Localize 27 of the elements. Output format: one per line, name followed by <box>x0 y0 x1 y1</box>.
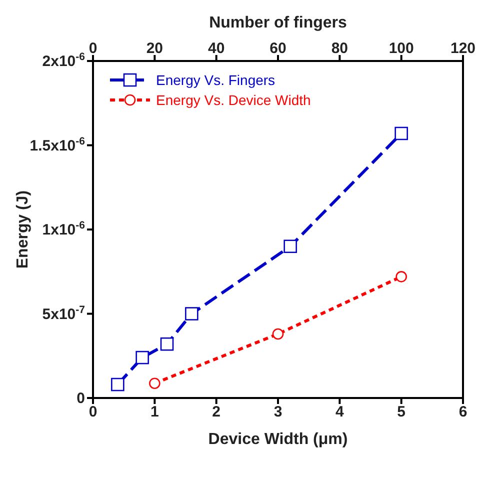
y-tick-label: 2x10$^{-6}$ <box>42 51 86 70</box>
point <box>396 271 407 282</box>
x2-axis-title: Number of fingers <box>209 14 347 32</box>
y-tick-label: 0 <box>76 390 85 407</box>
point <box>272 328 284 340</box>
x-tick-label: 4 <box>335 404 344 421</box>
x-tick-label: 3 <box>274 404 282 421</box>
point <box>149 378 160 389</box>
x2-tick-label: 60 <box>270 40 286 57</box>
y-tick-label: 5x10$^{-7}$ <box>42 304 86 323</box>
legend-label: Energy Vs. Device Width <box>156 92 311 108</box>
x2-tick-label: 80 <box>331 40 348 57</box>
x-tick-label: 6 <box>458 404 468 421</box>
x-tick-label: 2 <box>212 404 221 421</box>
x2-tick-label: 100 <box>388 40 414 57</box>
x2-tick-label: 40 <box>208 40 225 57</box>
x-axis-title: Device Width (μm) <box>208 431 348 448</box>
x-tick-label: 1 <box>150 404 159 421</box>
x2-tick-label: 0 <box>88 40 98 57</box>
x-tick-label: 0 <box>88 404 98 421</box>
x2-tick-label: 120 <box>450 40 476 57</box>
y-axis-title: Energy (J) <box>14 190 32 269</box>
y-tick-label: 1x10$^{-6}$ <box>42 220 86 238</box>
legend-label: Energy Vs. Fingers <box>156 72 276 88</box>
y-tick-label: 1.5x10$^{-6}$ <box>30 135 86 154</box>
x2-tick-label: 20 <box>146 40 164 57</box>
x-tick-label: 5 <box>397 404 406 421</box>
